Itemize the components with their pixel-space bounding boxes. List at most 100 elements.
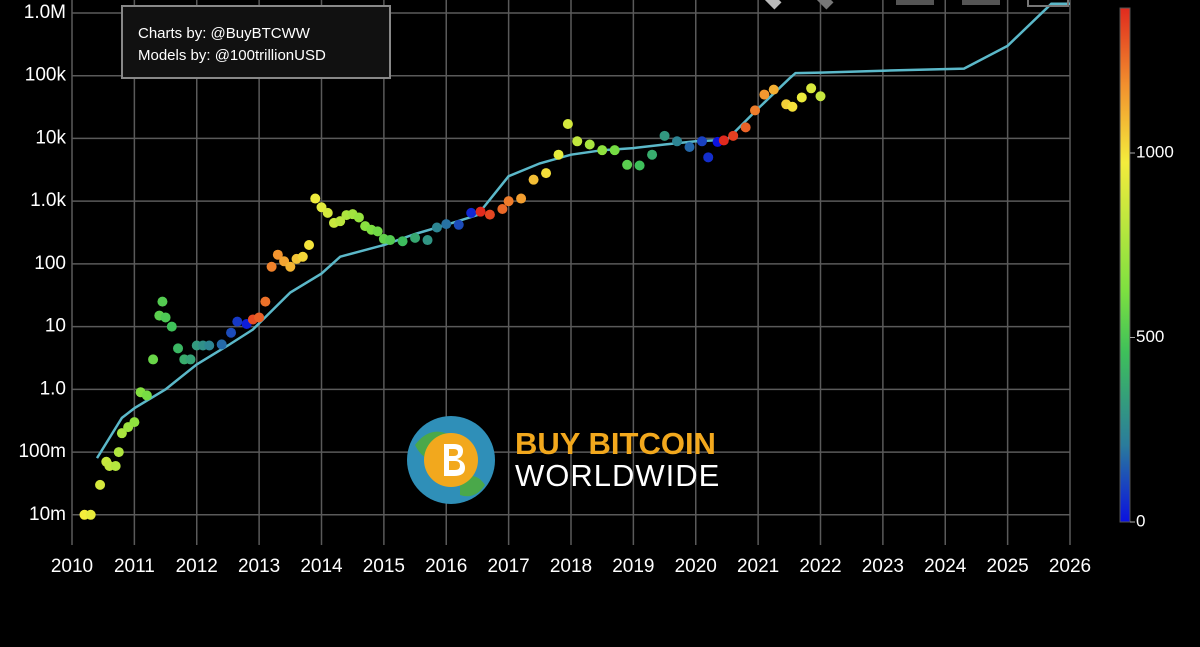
x-tick-label: 2014 [300,556,343,577]
colorbar-tick-label: 500 [1136,327,1164,346]
colorbar-tick-label: 1000 [1136,142,1174,161]
price-point [622,159,633,170]
price-point [322,207,333,218]
price-point [572,136,583,147]
y-tick-label: 100k [25,65,67,86]
price-point [815,91,826,102]
colorbar-tick-label: 0 [1136,511,1145,530]
price-point [335,216,346,227]
price-point [116,428,127,439]
x-tick-label: 2022 [799,556,841,577]
annotation: Models by: @100trillionUSD [138,47,326,64]
x-tick-label: 2023 [862,556,904,577]
toolbar-icon[interactable] [962,0,1000,5]
points-layer [79,83,826,520]
price-point [148,354,159,365]
price-point [160,312,171,323]
colorbar: 0 500 1000 [1119,7,1174,530]
price-point [718,135,729,146]
toolbar[interactable] [764,0,1069,10]
price-point [85,509,96,520]
annotation: Charts by: @BuyBTCWW [138,25,311,42]
price-point [562,118,573,129]
price-point [659,130,670,141]
price-point [185,354,196,365]
price-point [806,83,817,94]
price-point [285,261,296,272]
price-point [703,152,714,163]
x-tick-label: 2011 [114,556,155,577]
price-point [696,136,707,147]
toolbar-icon[interactable] [816,0,834,10]
x-tick-label: 2018 [550,556,592,577]
price-point [647,149,658,160]
price-point [260,296,271,307]
price-point [353,212,364,223]
model-line [95,2,1070,459]
price-point [768,84,779,95]
price-point [372,226,383,237]
price-point [634,160,645,171]
price-point [796,92,807,103]
price-point [422,235,433,246]
price-point [750,105,761,116]
y-tick-label: 1.0M [24,2,66,23]
price-point [597,145,608,156]
price-point [304,240,315,251]
price-point [503,196,514,207]
x-tick-label: 2019 [612,556,654,577]
price-point [232,316,243,327]
price-point [385,235,396,246]
y-tick-label: 10m [29,504,66,525]
price-point [310,193,321,204]
x-tick-label: 2024 [924,556,967,577]
y-tick-label: 1.0 [40,378,66,399]
price-point [226,327,237,338]
y-tick-label: 100 [34,253,66,274]
price-point [266,261,277,272]
price-point [397,236,408,247]
x-tick-label: 2017 [487,556,529,577]
price-point [584,139,595,150]
price-point [528,174,539,185]
toolbar-icon[interactable] [896,0,934,5]
price-point [787,101,798,112]
price-point [497,203,508,214]
x-tick-label: 2026 [1049,556,1091,577]
x-tick-label: 2021 [737,556,779,577]
logo-subtitle: WORLDWIDE [515,458,720,493]
toolbar-icon[interactable] [764,0,782,10]
price-point [431,222,442,233]
price-point [95,479,106,490]
price-point [297,251,308,262]
y-tick-label: 10k [35,127,66,148]
price-point [453,219,464,230]
price-point [410,232,421,243]
x-tick-label: 2013 [238,556,280,577]
x-tick-label: 2012 [176,556,218,577]
price-point [157,296,168,307]
x-tick-label: 2020 [675,556,717,577]
price-point [684,142,695,153]
price-point [173,343,184,354]
price-point [466,207,477,218]
price-point [484,209,495,220]
annotation-box: Charts by: @BuyBTCWW Models by: @100tril… [121,5,391,79]
price-point [441,219,452,230]
price-point [759,89,770,100]
toolbar-icon[interactable] [1027,0,1069,7]
price-point [728,130,739,141]
price-point [204,340,215,351]
x-tick-label: 2025 [986,556,1028,577]
price-point [272,249,283,260]
price-point [516,193,527,204]
price-point [166,321,177,332]
price-point [553,149,564,160]
logo: BUY BITCOIN WORLDWIDE [407,416,720,504]
colorbar-scale [1119,7,1131,523]
grid [71,0,1071,545]
x-tick-label: 2010 [51,556,93,577]
model-layer [95,2,1070,459]
x-tick-label: 2015 [363,556,405,577]
